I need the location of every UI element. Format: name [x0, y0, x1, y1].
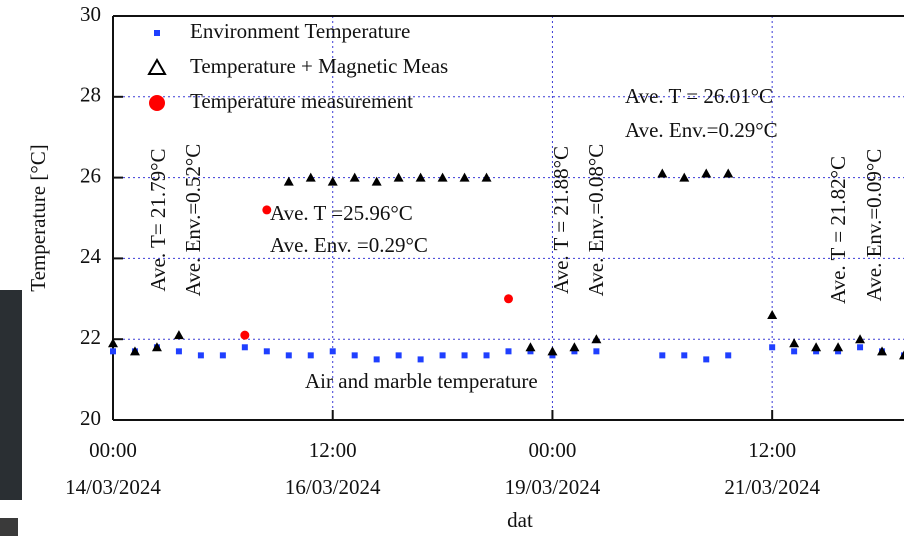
point [219, 352, 226, 359]
point [769, 344, 776, 351]
point [373, 356, 380, 363]
point [591, 334, 602, 344]
point [569, 342, 580, 352]
point [417, 356, 424, 363]
point [593, 348, 600, 355]
point [835, 348, 842, 355]
point [767, 309, 778, 319]
point [439, 352, 446, 359]
background-fragment [0, 290, 22, 500]
point [504, 294, 513, 304]
point [679, 172, 690, 182]
point [459, 172, 470, 182]
point [151, 342, 162, 352]
y-tick-label: 24 [80, 244, 102, 268]
point [657, 168, 668, 178]
x-tick-label: 12:00 21/03/2024 [724, 438, 820, 499]
point [681, 352, 688, 359]
point [415, 172, 426, 182]
point [395, 352, 402, 359]
point [659, 352, 666, 359]
y-tick-label: 26 [80, 163, 101, 187]
x-tick-label: 00:00 19/03/2024 [504, 438, 601, 499]
point [899, 350, 904, 360]
annotation: Ave. Env.=0.08°C [584, 144, 608, 297]
point [547, 346, 558, 356]
point [855, 334, 866, 344]
point [461, 352, 468, 359]
point [571, 348, 578, 355]
point [857, 344, 864, 351]
legend-label: Temperature measurement [190, 89, 413, 113]
annotation: Ave. T = 21.88°C [549, 146, 573, 294]
legend-marker [147, 57, 167, 75]
point [877, 346, 888, 356]
point [723, 168, 734, 178]
point [505, 348, 512, 355]
x-tick-label: 00:00 14/03/2024 [65, 438, 161, 499]
annotation: Ave. T = 26.01°C [625, 84, 773, 108]
point [701, 168, 712, 178]
point [285, 352, 292, 359]
legend-marker [149, 95, 165, 111]
x-axis-label: dat [507, 508, 533, 532]
point [371, 176, 382, 186]
point [791, 348, 798, 355]
point [811, 342, 822, 352]
point [527, 348, 534, 355]
y-tick-label: 30 [80, 2, 101, 26]
annotation: Air and marble temperature [305, 369, 538, 393]
point [813, 348, 820, 355]
point [262, 205, 272, 215]
y-axis-label: Temperature [°C] [26, 144, 50, 291]
point [263, 348, 270, 355]
annotation: Ave. T =25.96°C [270, 201, 413, 225]
y-tick-label: 20 [80, 406, 101, 430]
point [833, 342, 844, 352]
point [349, 172, 360, 182]
point [129, 346, 140, 356]
legend-label: Temperature + Magnetic Meas [190, 54, 448, 78]
point [283, 176, 294, 186]
y-tick-label: 28 [80, 83, 101, 107]
point [481, 172, 492, 182]
y-tick-label: 22 [80, 325, 101, 349]
point [241, 344, 248, 351]
point [173, 330, 184, 340]
annotation: Ave. Env.=0.29°C [625, 118, 778, 142]
point [725, 352, 732, 359]
legend-label: Environment Temperature [190, 19, 410, 43]
x-tick-label: 12:00 16/03/2024 [284, 438, 381, 499]
point [483, 352, 490, 359]
point [240, 330, 250, 340]
point [197, 352, 204, 359]
annotation: Ave. Env. =0.29°C [270, 233, 428, 257]
legend-marker [154, 30, 160, 36]
annotation: Ave. Env.=0.09°C [862, 149, 886, 302]
point [108, 338, 118, 348]
point [549, 352, 556, 359]
point [327, 176, 338, 186]
point [437, 172, 448, 182]
point [789, 338, 800, 348]
point [110, 348, 116, 355]
point [329, 348, 336, 355]
point [351, 352, 358, 359]
annotation: Ave. T= 21.79°C [146, 148, 170, 291]
point [703, 356, 710, 363]
annotation: Ave. Env.=0.52°C [181, 144, 205, 297]
background-fragment [0, 518, 18, 536]
annotation: Ave. T = 21.82°C [826, 156, 850, 304]
point [525, 342, 536, 352]
point [305, 172, 316, 182]
point [307, 352, 314, 359]
point [175, 348, 182, 355]
point [393, 172, 404, 182]
